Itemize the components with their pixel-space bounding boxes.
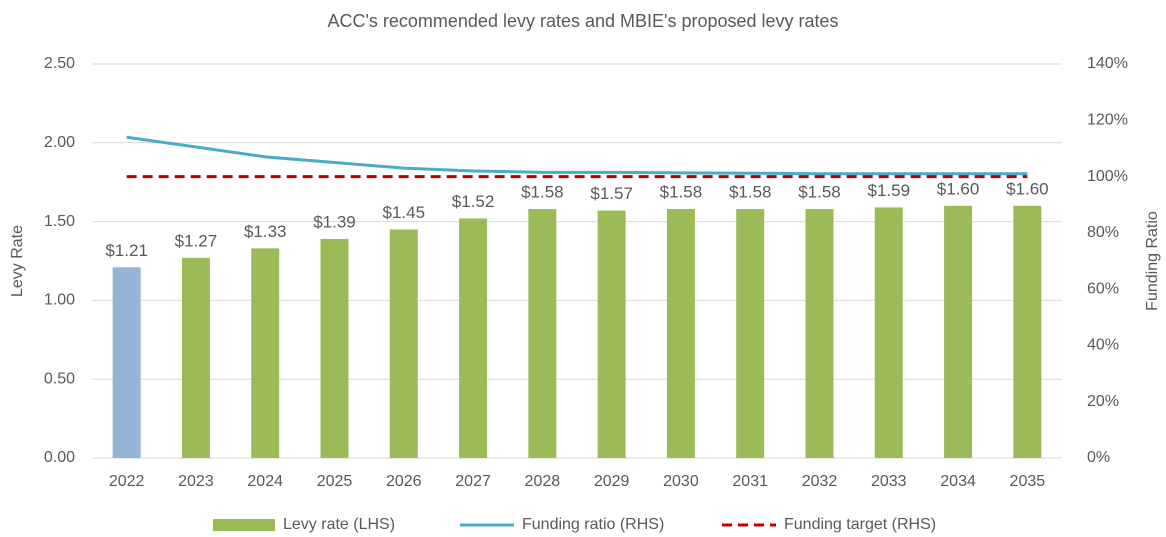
y-tick-label: 1.50 — [44, 213, 75, 230]
bar — [874, 207, 903, 458]
legend-swatch — [213, 519, 275, 531]
legend-label: Levy rate (LHS) — [283, 516, 395, 533]
x-tick-label: 2029 — [594, 473, 630, 490]
data-label: $1.58 — [660, 182, 703, 201]
x-tick-label: 2035 — [1010, 473, 1046, 490]
y2-tick-label: 20% — [1087, 393, 1119, 410]
data-label: $1.59 — [868, 181, 911, 200]
data-label: $1.57 — [590, 184, 633, 203]
bar — [389, 229, 418, 458]
bar — [320, 238, 349, 458]
bar — [528, 208, 557, 458]
bar — [251, 248, 280, 458]
x-tick-label: 2023 — [178, 473, 214, 490]
bar — [805, 208, 834, 458]
x-tick-label: 2024 — [247, 473, 283, 490]
y2-axis-title: Funding Ratio — [1144, 211, 1161, 311]
bar — [459, 218, 488, 458]
legend-label: Funding ratio (RHS) — [522, 516, 664, 533]
line — [126, 135, 1028, 176]
bar — [666, 208, 695, 458]
x-tick-label: 2033 — [871, 473, 907, 490]
y-tick-label: 0.00 — [44, 449, 75, 466]
bar — [112, 267, 141, 458]
y-tick-label: 0.50 — [44, 370, 75, 387]
data-label: $1.58 — [521, 182, 564, 201]
bar — [181, 257, 210, 458]
data-label: $1.45 — [383, 203, 426, 222]
x-tick-label: 2034 — [940, 473, 976, 490]
data-label: $1.27 — [175, 231, 218, 250]
y-tick-label: 2.50 — [44, 55, 75, 72]
y-tick-label: 2.00 — [44, 134, 75, 151]
chart-title: ACC's recommended levy rates and MBIE's … — [327, 11, 838, 31]
x-tick-label: 2028 — [525, 473, 561, 490]
y-tick-label: 1.00 — [44, 292, 75, 309]
data-label: $1.60 — [937, 179, 980, 198]
y-axis-title: Levy Rate — [9, 225, 26, 297]
x-tick-label: 2022 — [109, 473, 145, 490]
x-tick-label: 2027 — [455, 473, 491, 490]
y2-tick-label: 100% — [1087, 168, 1128, 185]
x-tick-label: 2026 — [386, 473, 422, 490]
x-tick-label: 2025 — [317, 473, 353, 490]
data-label: $1.60 — [1006, 179, 1049, 198]
x-tick-label: 2032 — [802, 473, 838, 490]
x-tick-label: 2031 — [732, 473, 768, 490]
y2-tick-label: 140% — [1087, 55, 1128, 72]
bar — [1013, 205, 1042, 458]
x-tick-label: 2030 — [663, 473, 699, 490]
bar — [736, 208, 765, 458]
data-label: $1.21 — [105, 241, 148, 260]
y2-tick-label: 120% — [1087, 112, 1128, 129]
data-label: $1.58 — [729, 182, 772, 201]
y2-tick-label: 60% — [1087, 280, 1119, 297]
data-label: $1.58 — [798, 182, 841, 201]
y2-tick-label: 80% — [1087, 224, 1119, 241]
bar — [597, 210, 626, 458]
bar — [944, 205, 973, 458]
y2-tick-label: 40% — [1087, 337, 1119, 354]
data-label: $1.52 — [452, 192, 495, 211]
data-label: $1.33 — [244, 222, 287, 241]
legend-label: Funding target (RHS) — [784, 516, 936, 533]
y2-tick-label: 0% — [1087, 449, 1110, 466]
data-label: $1.39 — [313, 212, 356, 231]
